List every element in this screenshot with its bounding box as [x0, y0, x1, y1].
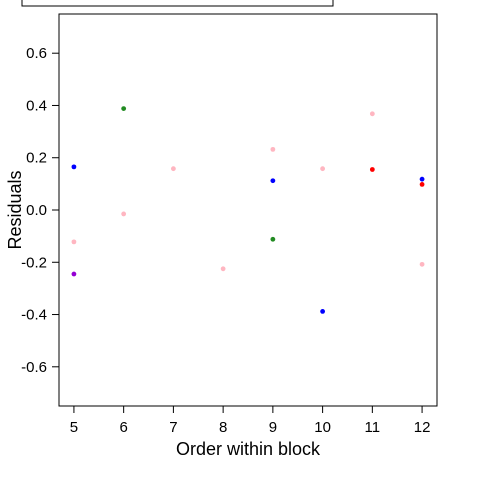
- y-tick-label: -0.4: [21, 307, 47, 324]
- y-tick-label: -0.6: [21, 359, 47, 376]
- x-tick-label: 11: [365, 419, 381, 436]
- data-point: [170, 166, 176, 172]
- data-point: [419, 181, 425, 187]
- y-axis: -0.6 -0.4 -0.2 0.0 0.2 0.4 0.6: [21, 45, 59, 376]
- x-tick-label: 9: [269, 419, 277, 436]
- data-point: [270, 178, 276, 184]
- x-tick-label: 6: [119, 419, 127, 436]
- data-point: [270, 146, 276, 152]
- data-point: [419, 261, 425, 267]
- data-point: [71, 271, 77, 277]
- data-point: [369, 167, 375, 172]
- x-tick-label: 7: [169, 419, 177, 436]
- data-point: [220, 266, 226, 272]
- x-axis: 5 6 7 8 9 10 11 12: [70, 406, 431, 436]
- data-point: [419, 176, 425, 182]
- y-tick-label: 0.6: [26, 45, 47, 62]
- plot-frame: [58, 13, 438, 407]
- data-point: [71, 164, 77, 170]
- y-tick-label: 0.4: [26, 97, 47, 114]
- x-tick-label: 12: [414, 419, 431, 436]
- x-tick-label: 5: [70, 419, 78, 436]
- data-point: [121, 106, 127, 112]
- x-axis-title: Order within block: [176, 439, 321, 459]
- data-points: [71, 106, 425, 314]
- legend-box: [21, 0, 334, 7]
- data-point: [121, 211, 127, 217]
- data-point: [320, 308, 326, 314]
- x-tick-label: 10: [314, 419, 331, 436]
- y-tick-label: 0.0: [26, 202, 47, 219]
- data-point: [369, 111, 375, 117]
- y-tick-label: -0.2: [21, 254, 47, 271]
- y-axis-title: Residuals: [5, 170, 25, 249]
- y-tick-label: 0.2: [26, 150, 47, 167]
- data-point: [320, 166, 326, 172]
- data-point: [270, 236, 276, 242]
- x-tick-label: 8: [219, 419, 227, 436]
- data-point: [71, 239, 77, 245]
